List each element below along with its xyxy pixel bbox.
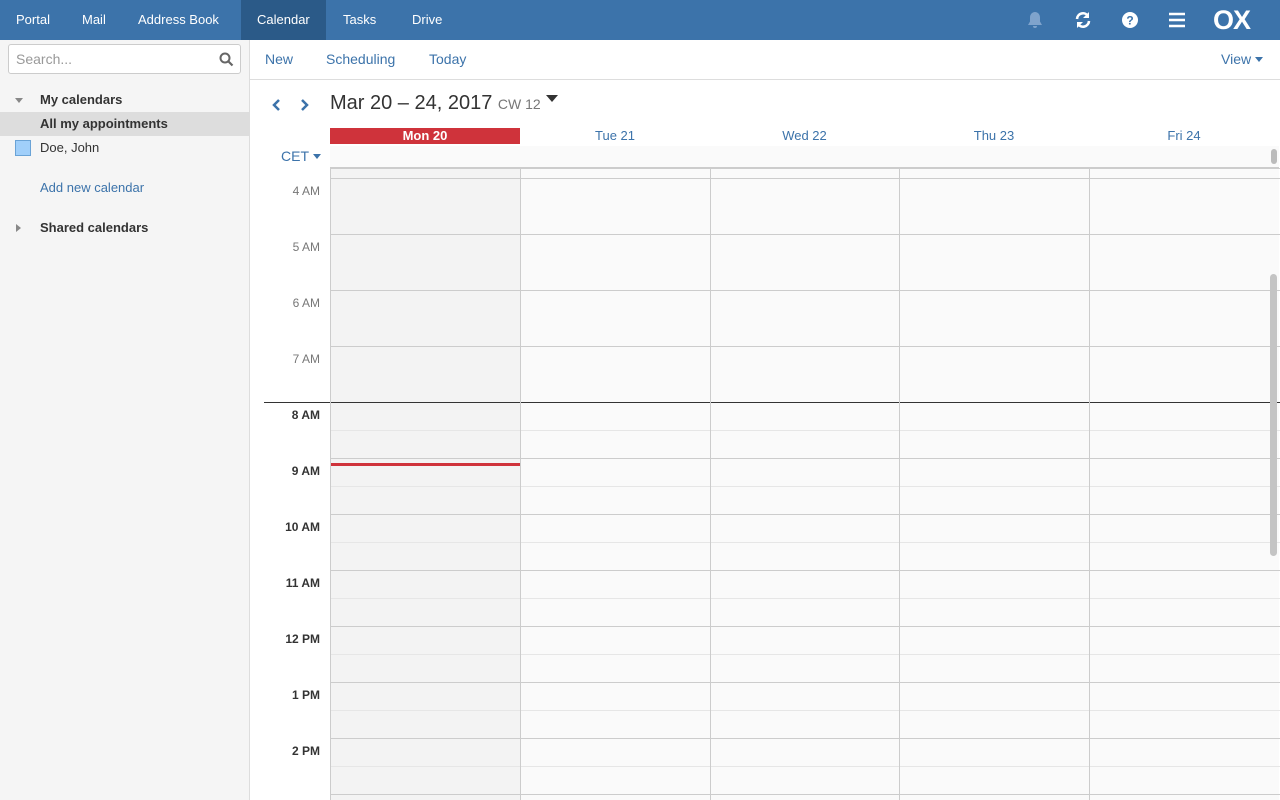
search-icon[interactable] [219, 52, 234, 67]
caret-down-icon[interactable] [15, 98, 23, 107]
shared-calendars-label: Shared calendars [40, 220, 149, 235]
app-portal[interactable]: Portal [16, 12, 50, 27]
calendar-color-swatch[interactable] [15, 140, 31, 156]
hour-line [330, 514, 1280, 515]
svg-text:?: ? [1126, 14, 1133, 28]
hour-line [330, 570, 1280, 571]
caret-right-icon[interactable] [16, 224, 25, 232]
search-input[interactable]: Search... [8, 44, 241, 74]
hour-line [330, 738, 1280, 739]
time-label: 10 AM [285, 520, 320, 534]
column-divider [899, 168, 900, 800]
day-header[interactable]: Tue 21 [595, 128, 635, 143]
top-bar: Portal Mail Address Book Calendar Tasks … [0, 0, 1280, 40]
week-grid: 4 AM 5 AM 6 AM 7 AM 8 AM 9 AM 10 AM 11 AM 12 PM 1… [264, 168, 1280, 800]
time-label: 1 PM [291, 688, 320, 702]
day-column[interactable] [330, 168, 520, 800]
timezone-label: CET [281, 148, 309, 164]
day-header[interactable]: Wed 22 [782, 128, 827, 143]
hour-line [330, 168, 1280, 169]
column-divider [710, 168, 711, 800]
sidebar: Search... My calendars All my appointmen… [0, 40, 250, 800]
app-calendar[interactable]: Calendar [241, 0, 326, 40]
all-appointments-item[interactable]: All my appointments [0, 112, 249, 136]
day-header[interactable]: Fri 24 [1167, 128, 1201, 143]
caret-down-icon [312, 154, 321, 163]
time-label: 2 PM [291, 744, 320, 758]
half-hour-line [330, 654, 1280, 655]
app-address-book[interactable]: Address Book [138, 12, 219, 27]
menu-icon[interactable] [1167, 10, 1187, 30]
hour-line [330, 682, 1280, 683]
column-divider [1089, 168, 1090, 800]
hour-line [330, 290, 1280, 291]
shared-calendars-folder[interactable]: Shared calendars [0, 216, 249, 240]
hour-line [330, 626, 1280, 627]
refresh-icon[interactable] [1073, 10, 1093, 30]
half-hour-line [330, 430, 1280, 431]
scheduling-button[interactable]: Scheduling [326, 51, 396, 67]
day-header[interactable]: Mon 20 [330, 128, 520, 144]
add-new-calendar-link[interactable]: Add new calendar [40, 180, 145, 195]
toolbar: New Scheduling Today View [250, 40, 1280, 80]
time-label: 11 AM [285, 576, 320, 590]
time-label: 4 AM [292, 184, 320, 198]
time-label: 5 AM [292, 240, 320, 254]
view-dropdown[interactable]: View [1221, 40, 1263, 78]
half-hour-line [330, 486, 1280, 487]
day-column[interactable] [1089, 168, 1279, 800]
date-range-picker[interactable]: Mar 20 – 24, 2017 CW 12 [330, 92, 559, 115]
day-column[interactable] [710, 168, 899, 800]
ox-logo: OX [1213, 5, 1251, 35]
app-drive[interactable]: Drive [412, 12, 443, 27]
date-range: Mar 20 – 24, 2017 [330, 92, 493, 114]
today-button[interactable]: Today [429, 51, 467, 67]
half-hour-line [330, 766, 1280, 767]
half-hour-line [330, 542, 1280, 543]
new-button[interactable]: New [265, 51, 294, 67]
app-tasks[interactable]: Tasks [343, 12, 377, 27]
caret-down-icon [546, 95, 559, 108]
day-column[interactable] [520, 168, 710, 800]
time-label: 12 PM [285, 632, 320, 646]
all-day-scrollbar[interactable] [1271, 149, 1277, 164]
day-header[interactable]: Thu 23 [973, 128, 1015, 143]
half-hour-line [330, 598, 1280, 599]
hour-line [330, 794, 1280, 795]
my-calendars-folder[interactable]: My calendars [0, 88, 249, 112]
time-label: 7 AM [292, 352, 320, 366]
all-day-row[interactable] [330, 146, 1279, 168]
grid-scrollbar[interactable] [1270, 274, 1277, 556]
calendar-name: Doe, John [40, 140, 100, 155]
calendar-week: CW 12 [497, 96, 541, 112]
column-divider [330, 168, 331, 800]
caret-down-icon [1254, 57, 1263, 66]
help-icon[interactable]: ? [1120, 10, 1140, 30]
view-label: View [1221, 51, 1252, 67]
my-calendars-label: My calendars [40, 92, 123, 107]
calendar-doe-john[interactable]: Doe, John [0, 136, 249, 160]
hour-line [330, 458, 1280, 459]
day-column[interactable] [899, 168, 1089, 800]
time-label: 8 AM [291, 408, 320, 422]
time-label: 9 AM [291, 464, 320, 478]
next-week-icon[interactable] [297, 98, 311, 112]
time-label: 6 AM [292, 296, 320, 310]
previous-week-icon[interactable] [270, 98, 284, 112]
hour-line [330, 178, 1280, 179]
hour-line [330, 234, 1280, 235]
app-mail[interactable]: Mail [82, 12, 106, 27]
timezone-dropdown[interactable]: CET [281, 148, 321, 164]
half-hour-line [330, 710, 1280, 711]
hour-line [330, 346, 1280, 347]
bell-icon[interactable] [1025, 10, 1045, 30]
hour-line [264, 402, 1280, 403]
column-divider [520, 168, 521, 800]
current-time-indicator [331, 462, 520, 466]
